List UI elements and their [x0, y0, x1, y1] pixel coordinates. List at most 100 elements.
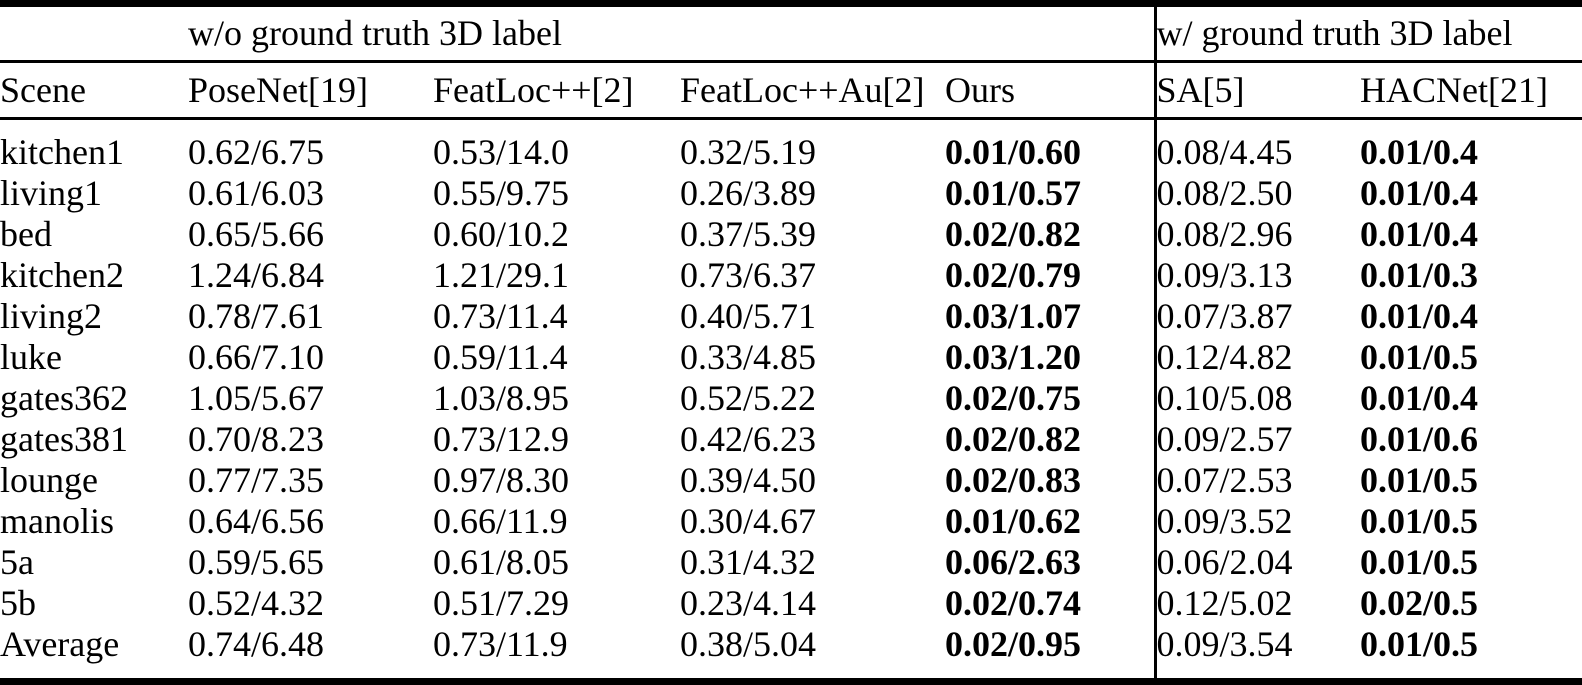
cell-ours: 0.03/1.07: [945, 296, 1082, 336]
cell-featloc: 0.61/8.05: [433, 542, 570, 582]
cell-posenet: 0.70/8.23: [188, 419, 325, 459]
cell-sa: 0.08/2.96: [1153, 214, 1361, 255]
cell-sa: 0.12/4.82: [1153, 337, 1361, 378]
cell-featloc: 0.73/12.9: [433, 419, 570, 459]
group-header-with-gt: w/ ground truth 3D label: [1153, 3, 1582, 63]
table-row: manolis 0.64/6.56 0.66/11.9 0.30/4.67 0.…: [0, 501, 1582, 542]
cell-ours: 0.02/0.75: [945, 378, 1082, 418]
cell-ours: 0.02/0.82: [945, 419, 1082, 459]
table-row: 5b 0.52/4.32 0.51/7.29 0.23/4.14 0.02/0.…: [0, 583, 1582, 624]
cell-ours: 0.01/0.60: [945, 132, 1082, 172]
table-row: gates381 0.70/8.23 0.73/12.9 0.42/6.23 0…: [0, 419, 1582, 460]
cell-sa: 0.10/5.08: [1153, 378, 1361, 419]
cell-posenet: 0.62/6.75: [188, 132, 325, 172]
cell-sa: 0.06/2.04: [1153, 542, 1361, 583]
cell-posenet: 0.61/6.03: [188, 173, 325, 213]
cell-scene: 5b: [0, 583, 36, 623]
column-header-sa: SA[5]: [1153, 61, 1361, 120]
cell-ours: 0.01/0.62: [945, 501, 1082, 541]
cell-hacnet: 0.01/0.4: [1360, 214, 1479, 254]
cell-ours: 0.01/0.57: [945, 173, 1082, 213]
table-row: luke 0.66/7.10 0.59/11.4 0.33/4.85 0.03/…: [0, 337, 1582, 378]
cell-hacnet: 0.01/0.5: [1360, 337, 1479, 377]
cell-hacnet: 0.01/0.4: [1360, 296, 1479, 336]
cell-featlocau: 0.23/4.14: [680, 583, 817, 623]
column-header-featloc: FeatLoc++[2]: [433, 61, 680, 120]
cell-sa: 0.09/3.54: [1153, 624, 1361, 682]
cell-scene: kitchen2: [0, 255, 124, 295]
column-header-row: Scene PoseNet[19] FeatLoc++[2] FeatLoc++…: [0, 61, 1582, 120]
column-header-ours: Ours: [945, 61, 1156, 120]
cell-hacnet: 0.01/0.6: [1360, 419, 1479, 459]
cell-sa: 0.12/5.02: [1153, 583, 1361, 624]
cell-posenet: 0.59/5.65: [188, 542, 325, 582]
table-head: w/o ground truth 3D label w/ ground trut…: [0, 3, 1582, 120]
group-header-row: w/o ground truth 3D label w/ ground trut…: [0, 3, 1582, 63]
cell-featlocau: 0.31/4.32: [680, 542, 817, 582]
cell-featloc: 0.59/11.4: [433, 337, 568, 377]
table-row: bed 0.65/5.66 0.60/10.2 0.37/5.39 0.02/0…: [0, 214, 1582, 255]
cell-posenet: 0.65/5.66: [188, 214, 325, 254]
cell-featloc: 0.66/11.9: [433, 501, 568, 541]
cell-featlocau: 0.40/5.71: [680, 296, 817, 336]
cell-featloc: 0.73/11.9: [433, 624, 568, 664]
cell-sa: 0.09/3.52: [1153, 501, 1361, 542]
cell-featloc: 0.53/14.0: [433, 132, 570, 172]
cell-hacnet: 0.01/0.5: [1360, 542, 1479, 582]
cell-scene: living1: [0, 173, 103, 213]
cell-sa: 0.07/3.87: [1153, 296, 1361, 337]
cell-hacnet: 0.01/0.5: [1360, 501, 1479, 541]
cell-scene: manolis: [0, 501, 114, 541]
cell-ours: 0.02/0.95: [945, 624, 1082, 664]
cell-scene: luke: [0, 337, 62, 377]
column-header-scene: Scene: [0, 61, 188, 120]
cell-sa: 0.07/2.53: [1153, 460, 1361, 501]
table-row: 5a 0.59/5.65 0.61/8.05 0.31/4.32 0.06/2.…: [0, 542, 1582, 583]
cell-posenet: 0.66/7.10: [188, 337, 325, 377]
cell-scene: lounge: [0, 460, 98, 500]
cell-featloc: 1.21/29.1: [433, 255, 570, 295]
column-header-posenet: PoseNet[19]: [188, 61, 433, 120]
table-row: living2 0.78/7.61 0.73/11.4 0.40/5.71 0.…: [0, 296, 1582, 337]
cell-featloc: 0.73/11.4: [433, 296, 568, 336]
group-header-empty: [0, 3, 188, 63]
cell-posenet: 0.64/6.56: [188, 501, 325, 541]
cell-posenet: 0.78/7.61: [188, 296, 325, 336]
cell-featlocau: 0.39/4.50: [680, 460, 817, 500]
cell-posenet: 0.52/4.32: [188, 583, 325, 623]
cell-hacnet: 0.01/0.5: [1360, 624, 1479, 664]
table-row: living1 0.61/6.03 0.55/9.75 0.26/3.89 0.…: [0, 173, 1582, 214]
table-row: kitchen1 0.62/6.75 0.53/14.0 0.32/5.19 0…: [0, 118, 1582, 173]
cell-featlocau: 0.52/5.22: [680, 378, 817, 418]
cell-ours: 0.03/1.20: [945, 337, 1082, 377]
cell-posenet: 1.05/5.67: [188, 378, 325, 418]
table-row: gates362 1.05/5.67 1.03/8.95 0.52/5.22 0…: [0, 378, 1582, 419]
cell-hacnet: 0.01/0.4: [1360, 173, 1479, 213]
cell-featloc: 0.60/10.2: [433, 214, 570, 254]
table-row: Average 0.74/6.48 0.73/11.9 0.38/5.04 0.…: [0, 624, 1582, 682]
cell-hacnet: 0.01/0.4: [1360, 132, 1479, 172]
table-body: kitchen1 0.62/6.75 0.53/14.0 0.32/5.19 0…: [0, 118, 1582, 682]
cell-ours: 0.02/0.82: [945, 214, 1082, 254]
cell-featloc: 0.51/7.29: [433, 583, 570, 623]
cell-featlocau: 0.33/4.85: [680, 337, 817, 377]
cell-scene: bed: [0, 214, 52, 254]
column-header-hacnet: HACNet[21]: [1360, 61, 1582, 120]
cell-hacnet: 0.01/0.5: [1360, 460, 1479, 500]
cell-hacnet: 0.01/0.4: [1360, 378, 1479, 418]
cell-featloc: 1.03/8.95: [433, 378, 570, 418]
cell-featlocau: 0.42/6.23: [680, 419, 817, 459]
cell-ours: 0.02/0.74: [945, 583, 1082, 623]
cell-sa: 0.09/2.57: [1153, 419, 1361, 460]
cell-posenet: 0.74/6.48: [188, 624, 325, 664]
cell-scene: 5a: [0, 542, 34, 582]
cell-featlocau: 0.30/4.67: [680, 501, 817, 541]
group-header-without-gt: w/o ground truth 3D label: [188, 3, 1156, 63]
cell-featloc: 0.55/9.75: [433, 173, 570, 213]
cell-posenet: 1.24/6.84: [188, 255, 325, 295]
cell-ours: 0.02/0.83: [945, 460, 1082, 500]
cell-posenet: 0.77/7.35: [188, 460, 325, 500]
cell-ours: 0.06/2.63: [945, 542, 1082, 582]
cell-sa: 0.08/4.45: [1153, 118, 1361, 173]
cell-scene: gates381: [0, 419, 128, 459]
